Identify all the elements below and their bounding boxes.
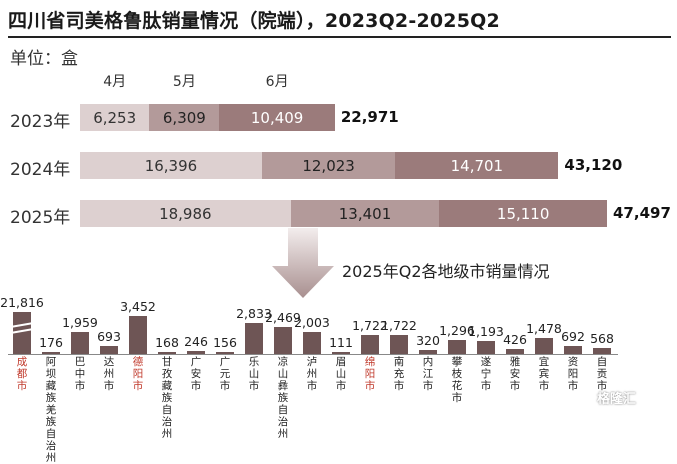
city-bar — [390, 335, 408, 354]
city-name-label: 眉山市 — [335, 356, 347, 392]
city-name-label: 阿坝藏族羌族自治州 — [45, 356, 57, 464]
city-name-label: 广安市 — [190, 356, 202, 392]
bar-total-label: 22,971 — [340, 108, 399, 126]
bar-segment-4月: 18,986 — [80, 200, 291, 227]
city-value-label: 1,193 — [468, 323, 504, 339]
city-bar — [245, 322, 263, 354]
bar-segment-4月: 6,253 — [80, 104, 150, 131]
city-name-label: 雅安市 — [509, 356, 521, 392]
city-value-label: 1,478 — [526, 320, 562, 336]
bar-total-label: 47,497 — [613, 204, 671, 222]
city-bar — [535, 337, 553, 354]
city-value-label: 692 — [561, 329, 585, 345]
city-name-label: 遂宁市 — [480, 356, 492, 392]
city-name-label: 成都市 — [16, 356, 28, 392]
bar-segment-5月: 12,023 — [261, 152, 396, 179]
city-value-label: 176 — [39, 335, 63, 350]
city-name-label: 乐山市 — [248, 356, 260, 392]
city-bar — [361, 335, 379, 354]
city-bar — [448, 339, 466, 354]
city-bar — [477, 340, 495, 354]
city-value-label: 1,959 — [62, 315, 98, 331]
city-name-label: 自贡市 — [596, 356, 608, 392]
city-value-label: 1,722 — [381, 318, 417, 334]
city-value-label: 2,469 — [265, 309, 301, 325]
title-divider — [8, 36, 671, 38]
year-label: 2025年 — [10, 208, 71, 228]
month-label-2: 5月 — [172, 74, 196, 90]
city-bar — [129, 316, 147, 354]
city-value-label: 320 — [416, 333, 440, 349]
city-name-label: 凉山彝族自治州 — [277, 356, 289, 440]
bar-segment-6月: 15,110 — [439, 200, 607, 227]
city-name-label: 内江市 — [422, 356, 434, 392]
city-bar — [187, 351, 205, 354]
city-value-label: 2,833 — [236, 305, 272, 321]
city-value-label: 111 — [329, 335, 353, 350]
city-axis-baseline — [8, 354, 618, 355]
city-value-label: 246 — [184, 334, 208, 350]
city-value-label: 1,722 — [352, 318, 388, 334]
city-value-label: 21,816 — [0, 295, 44, 310]
bar-segment-4月: 16,396 — [80, 152, 262, 179]
city-bar — [506, 349, 524, 354]
city-bar — [158, 352, 176, 354]
city-bar — [419, 350, 437, 354]
month-label-3: 6月 — [265, 74, 289, 90]
bar-segment-5月: 13,401 — [290, 200, 440, 227]
city-chart-title: 2025年Q2各地级市销量情况 — [342, 262, 550, 281]
city-name-label: 绵阳市 — [364, 356, 376, 392]
city-value-label: 2,003 — [294, 314, 330, 330]
city-name-label: 攀枝花市 — [451, 356, 463, 404]
city-value-label: 693 — [97, 329, 121, 345]
city-bar — [100, 346, 118, 354]
city-name-label: 达州市 — [103, 356, 115, 392]
city-value-label: 426 — [503, 332, 527, 348]
month-label-1: 4月 — [103, 74, 127, 90]
year-label: 2023年 — [10, 112, 71, 132]
city-name-label: 广元市 — [219, 356, 231, 392]
chart-title: 四川省司美格鲁肽销量情况（院端），2023Q2-2025Q2 — [8, 10, 500, 32]
city-value-label: 568 — [590, 330, 614, 346]
city-name-label: 南充市 — [393, 356, 405, 392]
bar-segment-5月: 6,309 — [149, 104, 220, 131]
watermark-logo: 格隆汇 — [597, 392, 637, 407]
bar-total-label: 43,120 — [564, 156, 623, 174]
down-arrow-icon — [272, 228, 334, 298]
year-label: 2024年 — [10, 160, 71, 180]
bar-segment-6月: 14,701 — [395, 152, 559, 179]
city-name-label: 资阳市 — [567, 356, 579, 392]
city-bar — [332, 352, 350, 354]
city-bar — [71, 332, 89, 354]
city-value-label: 3,452 — [120, 299, 156, 314]
city-name-label: 甘孜藏族自治州 — [161, 356, 173, 440]
city-bar — [593, 347, 611, 354]
city-name-label: 泸州市 — [306, 356, 318, 392]
bar-segment-6月: 10,409 — [219, 104, 335, 131]
city-bar — [274, 326, 292, 354]
city-value-label: 156 — [213, 335, 237, 350]
unit-label: 单位：盒 — [10, 49, 78, 69]
city-name-label: 宜宾市 — [538, 356, 550, 392]
city-bar — [216, 352, 234, 354]
city-bar — [303, 331, 321, 354]
city-bar — [42, 352, 60, 354]
city-value-label: 1,296 — [439, 322, 475, 338]
city-bar — [564, 346, 582, 354]
city-name-label: 巴中市 — [74, 356, 86, 392]
city-name-label: 德阳市 — [132, 356, 144, 392]
city-value-label: 168 — [155, 335, 179, 350]
